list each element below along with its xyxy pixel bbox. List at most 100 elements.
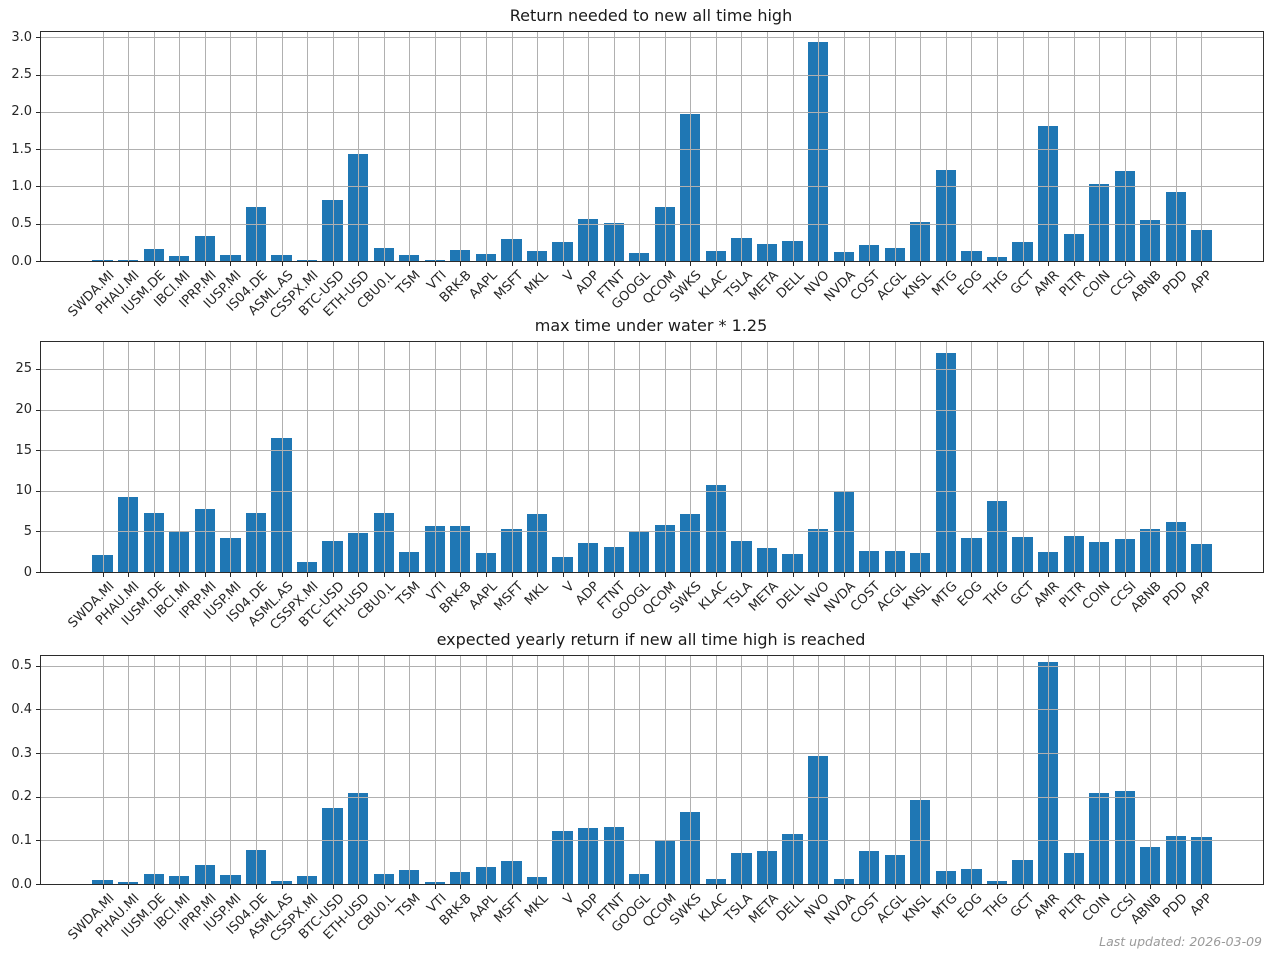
x-gridline bbox=[639, 656, 641, 884]
x-tick-mark bbox=[409, 262, 411, 266]
x-gridline bbox=[537, 656, 538, 884]
x-gridline bbox=[230, 656, 232, 884]
bar-CSSPX.MI bbox=[296, 259, 318, 261]
x-tick-mark bbox=[281, 885, 283, 889]
x-gridline bbox=[383, 342, 385, 572]
x-tick-mark bbox=[332, 573, 334, 577]
bar-TSLA bbox=[731, 541, 752, 572]
x-gridline bbox=[511, 342, 513, 572]
y-tick-mark bbox=[36, 223, 40, 225]
bar-BTC-USD bbox=[322, 808, 343, 884]
x-tick-mark bbox=[358, 573, 360, 577]
x-gridline bbox=[281, 32, 283, 261]
y-tick-label: 15 bbox=[15, 442, 32, 458]
y-gridline bbox=[41, 186, 1263, 188]
x-gridline bbox=[537, 342, 538, 572]
x-tick-mark bbox=[792, 262, 794, 266]
x-gridline bbox=[588, 32, 590, 261]
x-tick-mark bbox=[1048, 573, 1050, 577]
x-gridline bbox=[920, 32, 922, 261]
x-tick-mark bbox=[1124, 885, 1126, 889]
x-gridline bbox=[715, 656, 717, 884]
bar-GCT bbox=[1012, 860, 1033, 884]
bar-ABNB bbox=[1140, 528, 1161, 572]
y-tick-label: 5 bbox=[23, 523, 32, 539]
bar-ABNB bbox=[1140, 220, 1161, 261]
bar-V bbox=[552, 242, 573, 261]
x-tick-mark bbox=[1073, 262, 1075, 266]
x-gridline bbox=[1022, 32, 1024, 261]
bar-APP bbox=[1191, 543, 1212, 572]
bar-MTG bbox=[935, 170, 957, 261]
bar-DELL bbox=[782, 833, 803, 884]
bar-VTI bbox=[424, 882, 445, 884]
x-gridline bbox=[818, 32, 820, 261]
x-gridline bbox=[1150, 656, 1152, 884]
bar-ETH-USD bbox=[347, 153, 369, 261]
x-tick-mark bbox=[511, 262, 513, 266]
y-tick-mark bbox=[36, 74, 40, 76]
x-gridline bbox=[792, 656, 794, 884]
x-tick-mark bbox=[664, 262, 666, 266]
x-tick-mark bbox=[741, 262, 743, 266]
y-tick-mark bbox=[36, 572, 40, 573]
bar-V bbox=[552, 831, 573, 884]
bar-BTC-USD bbox=[322, 199, 343, 261]
x-tick-mark bbox=[1124, 262, 1126, 266]
x-tick-mark bbox=[741, 573, 743, 577]
x-tick-mark bbox=[715, 573, 717, 577]
x-gridline bbox=[1124, 32, 1126, 261]
x-gridline bbox=[179, 656, 181, 884]
x-gridline bbox=[792, 32, 794, 261]
bar-VTI bbox=[424, 260, 445, 261]
bar-SWKS bbox=[680, 513, 701, 572]
bar-MKL bbox=[526, 251, 548, 261]
x-gridline bbox=[434, 342, 436, 572]
x-tick-mark bbox=[818, 573, 820, 577]
x-tick-mark bbox=[767, 573, 768, 577]
x-tick-mark bbox=[1150, 573, 1152, 577]
x-gridline bbox=[1073, 342, 1075, 572]
y-gridline bbox=[41, 753, 1263, 754]
x-gridline bbox=[1073, 656, 1075, 884]
bar-KLAC bbox=[705, 485, 727, 572]
x-gridline bbox=[818, 656, 820, 884]
x-gridline bbox=[1201, 656, 1203, 884]
bar-AMR bbox=[1037, 551, 1059, 572]
x-tick-mark bbox=[307, 573, 308, 577]
bar-QCOM bbox=[654, 841, 675, 884]
x-tick-mark bbox=[409, 573, 411, 577]
y-tick-mark bbox=[36, 149, 40, 151]
x-tick-mark bbox=[920, 262, 922, 266]
x-tick-mark bbox=[358, 885, 360, 889]
x-tick-mark bbox=[409, 885, 411, 889]
x-gridline bbox=[383, 656, 385, 884]
x-tick-mark bbox=[307, 262, 308, 266]
bar-NVO bbox=[807, 528, 829, 572]
bar-ASML.AS bbox=[271, 437, 292, 572]
y-gridline bbox=[41, 531, 1263, 533]
bar-DELL bbox=[782, 240, 803, 261]
x-tick-mark bbox=[204, 262, 206, 266]
x-tick-mark bbox=[767, 885, 768, 889]
y-tick-label: 0.1 bbox=[11, 832, 32, 848]
bar-GCT bbox=[1012, 537, 1033, 572]
x-gridline bbox=[1175, 656, 1177, 884]
x-gridline bbox=[485, 32, 487, 261]
x-tick-mark bbox=[920, 885, 922, 889]
x-gridline bbox=[1175, 342, 1177, 572]
x-tick-mark bbox=[1201, 262, 1203, 266]
x-tick-mark bbox=[1201, 573, 1203, 577]
x-gridline bbox=[741, 32, 743, 261]
x-gridline bbox=[460, 32, 462, 261]
x-tick-mark bbox=[894, 573, 896, 577]
x-tick-mark bbox=[971, 262, 973, 266]
y-tick-mark bbox=[36, 37, 40, 39]
bar-DELL bbox=[782, 554, 803, 572]
x-gridline bbox=[1099, 656, 1101, 884]
x-gridline bbox=[690, 656, 692, 884]
bar-V bbox=[552, 556, 573, 572]
bar-CCSI bbox=[1114, 170, 1135, 261]
bar-KNSL bbox=[910, 221, 931, 261]
y-gridline bbox=[41, 840, 1263, 842]
